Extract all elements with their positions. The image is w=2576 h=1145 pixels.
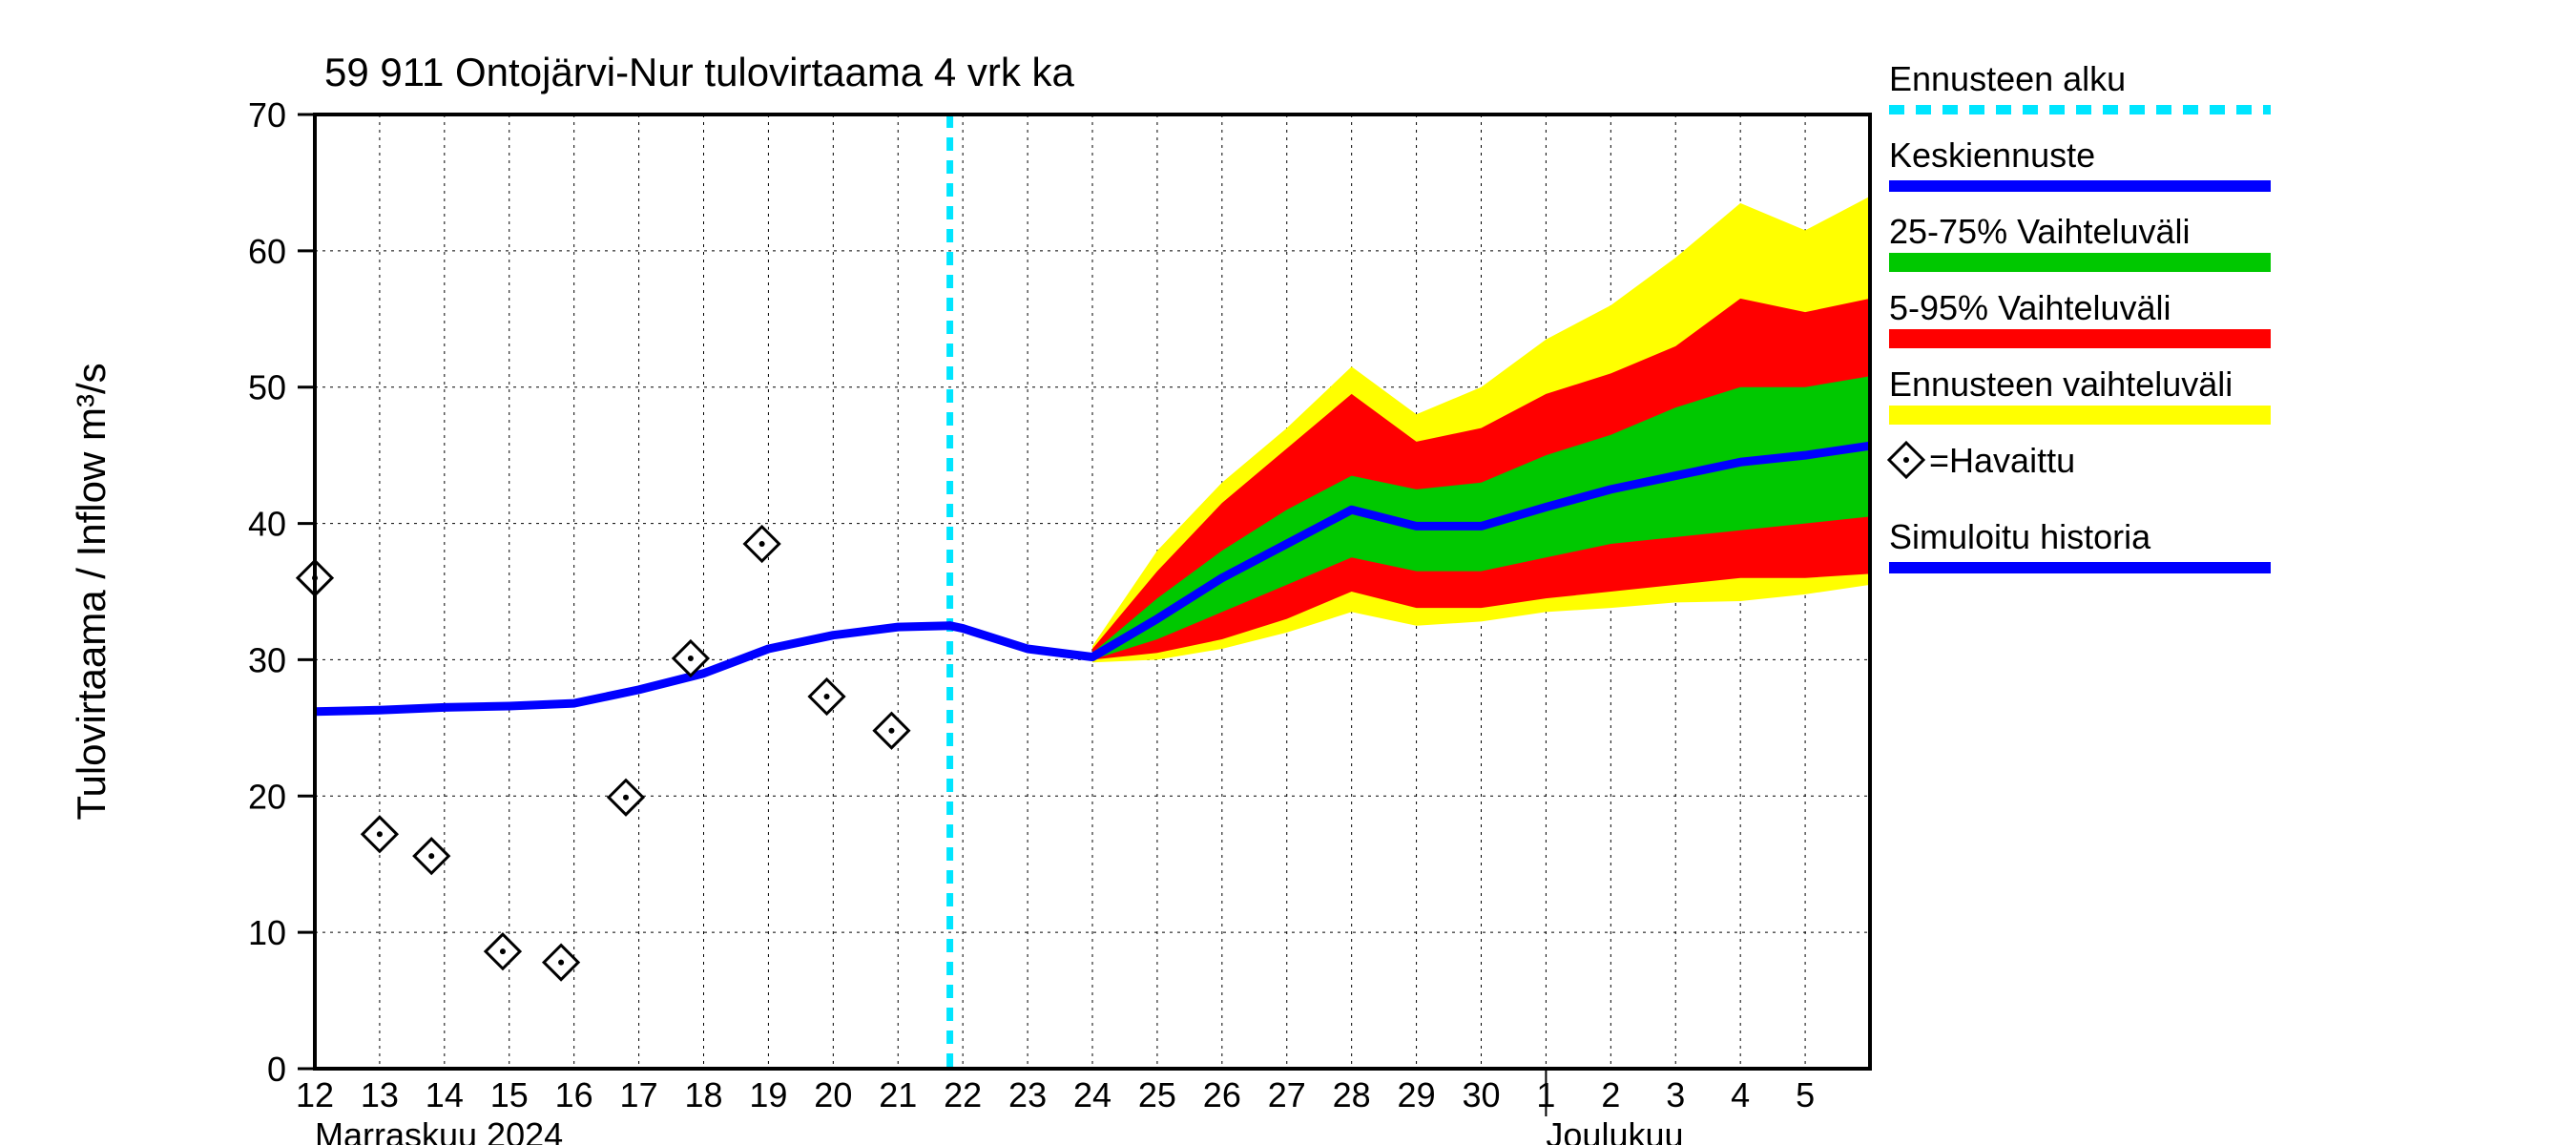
x-tick-label: 1 [1536,1075,1555,1114]
y-tick-label: 40 [248,505,286,544]
chart-title: 59 911 Ontojärvi-Nur tulovirtaama 4 vrk … [324,50,1075,94]
x-tick-label: 25 [1138,1075,1176,1114]
x-tick-label: 27 [1268,1075,1306,1114]
x-tick-label: 4 [1731,1075,1750,1114]
x-tick-label: 14 [426,1075,464,1114]
y-axis-label: Tulovirtaama / Inflow m³/s [69,363,114,820]
legend-swatch [1889,180,2271,192]
legend-label: 25-75% Vaihteluväli [1889,212,2191,251]
x-tick-label: 17 [620,1075,658,1114]
legend-swatch [1889,406,2271,425]
y-tick-label: 20 [248,777,286,816]
x-tick-label: 29 [1398,1075,1436,1114]
legend-label: 5-95% Vaihteluväli [1889,288,2171,327]
x-tick-label: 26 [1203,1075,1241,1114]
x-tick-label: 24 [1073,1075,1111,1114]
x-tick-label: 23 [1008,1075,1047,1114]
legend-label: Simuloitu historia [1889,517,2151,556]
legend-swatch [1889,253,2271,272]
x-tick-label: 15 [490,1075,529,1114]
observed-markers [298,527,908,980]
y-tick-label: 70 [248,95,286,135]
legend-swatch [1889,329,2271,348]
y-tick-label: 50 [248,368,286,407]
legend-label: Ennusteen alku [1889,59,2126,98]
legend-label: Keskiennuste [1889,135,2095,175]
x-tick-label: 20 [814,1075,852,1114]
x-tick-label: 16 [555,1075,593,1114]
x-tick-label: 22 [944,1075,982,1114]
legend-label: =Havaittu [1929,441,2075,480]
y-tick-label: 30 [248,640,286,679]
legend-swatch [1889,562,2271,573]
y-tick-label: 10 [248,913,286,952]
y-tick-label: 0 [267,1050,286,1089]
x-tick-label: 28 [1333,1075,1371,1114]
x-tick-label: 30 [1462,1075,1500,1114]
month-label: Marraskuu 2024 [315,1115,563,1145]
x-tick-label: 12 [296,1075,334,1114]
chart-container: { "chart": { "type": "line-band-forecast… [0,0,2576,1145]
month-label: Joulukuu [1546,1115,1683,1145]
x-tick-label: 21 [879,1075,917,1114]
forecast-bands [1092,197,1870,663]
legend-label: Ennusteen vaihteluväli [1889,364,2233,404]
x-tick-label: 13 [361,1075,399,1114]
x-tick-label: 18 [684,1075,722,1114]
x-tick-label: 5 [1796,1075,1815,1114]
y-tick-label: 60 [248,232,286,271]
x-tick-label: 2 [1601,1075,1620,1114]
x-tick-label: 19 [749,1075,787,1114]
chart-svg: 0102030405060701213141516171819202122232… [0,0,2576,1145]
x-tick-label: 3 [1666,1075,1685,1114]
simulated-history-line [282,626,950,712]
